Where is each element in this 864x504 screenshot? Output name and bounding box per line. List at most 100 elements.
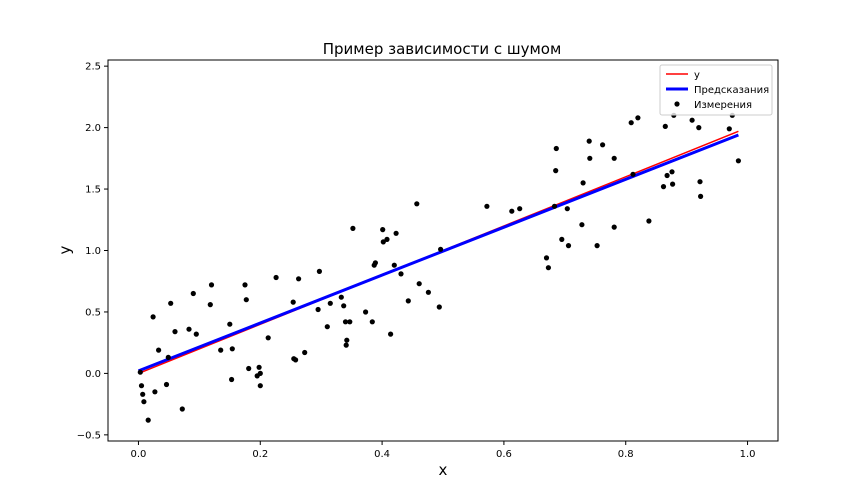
scatter-point [380,239,386,245]
scatter-point [150,314,156,320]
scatter-point [384,236,390,242]
scatter-point [316,268,322,274]
scatter-point [165,354,171,360]
scatter-point [208,282,215,288]
scatter-point [290,299,296,305]
x-axis-label: x [439,461,448,479]
scatter-point [559,236,565,242]
legend: y Предсказания Измерения [659,64,773,116]
y-tick-label: 0.5 [85,307,101,318]
legend-label-y: y [694,70,700,81]
scatter-point [594,243,600,249]
scatter-point [265,335,271,341]
scatter-point [669,169,675,175]
plot-area [137,112,742,423]
scatter-point [698,193,704,199]
scatter-point [646,218,652,224]
y-axis-label: y [56,245,74,254]
scatter-point [246,365,252,372]
scatter-point [689,117,695,123]
scatter-point [553,168,559,174]
scatter-point [156,347,162,353]
scatter-point [388,331,394,337]
scatter-point [302,349,308,356]
y-tick-label: 1.5 [85,185,101,196]
scatter-point [344,337,350,343]
scatter-point [630,171,636,177]
scatter-point [179,406,185,412]
scatter-point [660,184,667,190]
scatter-point [414,201,420,207]
y-tick-label: 2.0 [85,123,101,134]
scatter-point [350,225,356,231]
y-tick-label: 1.0 [85,246,101,257]
scatter-point [611,155,617,161]
x-tick-label: 0.6 [496,449,512,460]
scatter-point [138,383,145,389]
legend-label-predictions: Предсказания [694,85,769,96]
scatter-point [565,243,572,249]
scatter-point [190,290,196,297]
scatter-point [436,304,442,310]
scatter-point [670,181,676,187]
scatter-point [257,383,263,389]
scatter-point [369,319,375,325]
scatter-point [343,342,349,348]
scatter-point [545,265,552,271]
scatter-point [293,357,299,363]
scatter-point [509,208,515,214]
scatter-point [324,324,330,330]
scatter-point [243,297,249,303]
scatter-point [273,274,279,281]
y-axis: −0.5 0.0 0.5 1.0 1.5 2.0 2.5 [77,62,108,441]
scatter-point [163,381,170,388]
scatter-point [327,300,333,306]
scatter-point [543,255,550,261]
x-tick-label: 1.0 [740,449,756,460]
scatter-point [140,391,146,397]
scatter-point [363,309,369,315]
scatter-point [600,142,606,148]
legend-swatch-measurements [674,101,680,107]
scatter-point [141,399,147,405]
scatter-point [726,126,732,132]
x-axis: 0.0 0.2 0.4 0.6 0.8 1.0 [131,441,756,460]
scatter-point [580,180,586,186]
scatter-point [551,203,558,209]
scatter-point [553,145,559,152]
scatter-point [664,172,670,179]
scatter-point [697,179,703,185]
scatter-point [564,206,570,212]
scatter-point [735,158,742,164]
x-tick-label: 0.8 [618,449,634,460]
scatter-point [342,319,349,325]
scatter-point [438,246,444,252]
scatter-point [416,281,422,287]
scatter-point [172,329,178,335]
scatter-point [227,321,233,327]
legend-box [659,64,773,116]
y-tick-label: −0.5 [77,430,101,441]
scatter-point [218,347,224,353]
legend-label-measurements: Измерения [694,100,752,111]
chart-title: Пример зависимости с шумом [323,40,562,58]
scatter-point [662,123,668,129]
scatter-point [257,370,263,376]
scatter-point [372,260,378,266]
scatter-point [338,294,344,300]
scatter-point [587,155,593,161]
scatter-point [579,222,585,228]
scatter-point [380,227,386,233]
scatter-point [586,138,592,144]
scatter-point [229,376,235,383]
scatter-point [242,282,248,288]
scatter-point [393,230,399,236]
scatter-point [193,331,199,337]
x-tick-label: 0.0 [131,449,147,460]
scatter-point [628,120,634,126]
scatter-point [168,300,174,306]
scatter-point [484,203,490,209]
scatter-point [611,224,617,230]
y-tick-label: 2.5 [85,62,101,73]
scatter-point [425,289,431,295]
